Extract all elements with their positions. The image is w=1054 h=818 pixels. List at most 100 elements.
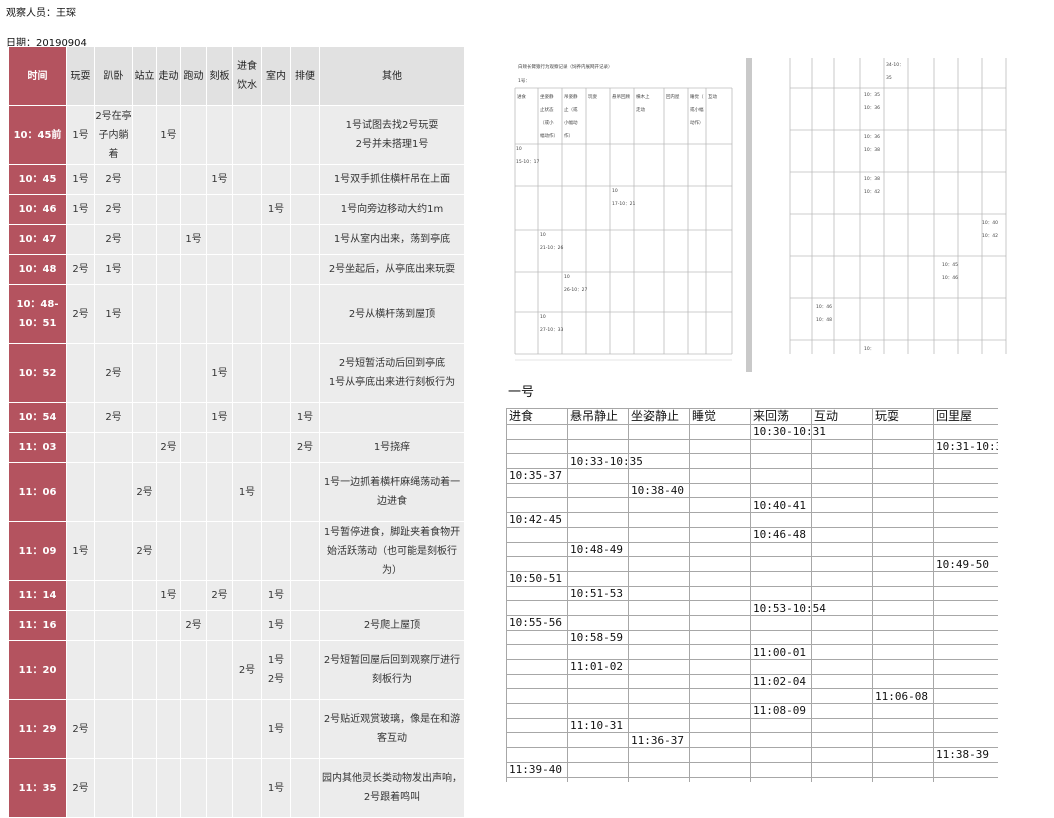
table-cell — [628, 659, 690, 675]
table-cell — [628, 424, 690, 440]
table-cell — [567, 776, 629, 782]
behavior-cell: 1号 — [156, 105, 181, 165]
behavior-cell: 1号 — [66, 164, 95, 195]
column-header: 进食 饮水 — [232, 46, 262, 106]
table-cell — [750, 541, 812, 558]
behavior-cell — [290, 758, 320, 818]
behavior-cell — [290, 580, 320, 611]
table-cell — [872, 629, 934, 646]
table-cell — [567, 644, 629, 660]
table-cell — [506, 644, 568, 660]
table-cell — [506, 541, 568, 558]
scan-entry: 34-10： — [886, 62, 904, 68]
behavior-cell — [156, 758, 181, 818]
table-cell — [872, 761, 934, 778]
behavior-cell — [180, 105, 207, 165]
yihao-table-wrap: 进食 悬吊静止 坐姿静止 睡觉 来回荡 互动 玩耍 回里屋 10:30-10:31 10:31-… — [506, 408, 998, 782]
scan-header: 止（或 — [564, 106, 578, 113]
behavior-cell: 1号 — [66, 194, 95, 225]
yihao-table: 进食 悬吊静止 坐姿静止 睡觉 来回荡 互动 玩耍 回里屋 10:30-10:31 10:31-… — [506, 408, 998, 782]
table-cell: 10:31-10:33 — [933, 438, 998, 455]
behavior-cell — [206, 105, 233, 165]
table-cell — [506, 497, 568, 514]
time-cell: 11：35 — [8, 758, 67, 818]
table-cell: 11:08-09 — [750, 703, 812, 719]
behavior-cell: 2号 — [66, 758, 95, 818]
time-cell: 11：06 — [8, 462, 67, 522]
table-cell: 11:39-40 — [506, 761, 568, 778]
table-cell — [506, 424, 568, 440]
scan-entry: 10 — [612, 188, 618, 194]
behavior-cell — [180, 758, 207, 818]
table-cell — [872, 732, 934, 749]
behavior-cell: 1号 — [206, 164, 233, 195]
behavior-cell: 1号 — [206, 402, 233, 433]
other-cell: 1号向旁边移动大约1m — [319, 194, 465, 225]
observation-table: 时间 玩耍 趴卧 站立 走动 跑动 刻板 进食 饮水 室内 排便 其他 10：45前 1号 2号在亭子内躺… — [8, 46, 465, 818]
table-row: 10：52 2号 1号 2号短暂活动后回到亭底 1号从亭底出来进行刻板行为 — [8, 343, 465, 403]
behavior-cell: 2号 — [290, 432, 320, 463]
scan-entry: 10 — [564, 274, 570, 280]
table-row: 11：16 2号 1号 2号爬上屋顶 — [8, 610, 465, 641]
table-cell — [506, 482, 568, 499]
column-header: 悬吊静止 — [567, 408, 629, 425]
other-cell: 2号从横杆荡到屋顶 — [319, 284, 465, 344]
behavior-cell — [290, 254, 320, 285]
table-cell — [811, 776, 873, 782]
behavior-cell: 2号 — [66, 284, 95, 344]
table-cell — [628, 512, 690, 528]
column-header: 玩耍 — [66, 46, 95, 106]
table-cell: 10:38-40 — [628, 482, 690, 499]
table-cell — [933, 497, 998, 514]
scan-header: 作） — [564, 132, 573, 139]
behavior-cell — [232, 194, 262, 225]
behavior-cell — [156, 194, 181, 225]
table-row: 11：29 2号 1号 2号贴近观赏玻璃，像是在和游客互动 — [8, 699, 465, 759]
table-cell — [628, 688, 690, 705]
behavior-cell: 1号 — [261, 580, 291, 611]
table-cell — [933, 629, 998, 646]
scan-entry: 27-10：33 — [540, 327, 563, 333]
table-cell — [506, 673, 568, 690]
behavior-cell: 1号 — [94, 284, 133, 344]
table-row: 10:51-53 — [506, 585, 998, 602]
table-cell: 10:30-10:31 — [750, 424, 826, 440]
scan-entry: 10：42 — [982, 233, 998, 239]
time-cell: 11：29 — [8, 699, 67, 759]
table-cell — [811, 747, 873, 763]
scan-subject: 1号： — [518, 78, 530, 84]
behavior-cell — [66, 224, 95, 255]
table-cell — [872, 600, 934, 616]
behavior-cell — [94, 432, 133, 463]
scan-header: 走动 — [636, 106, 645, 113]
table-row: 10:58-59 — [506, 629, 998, 646]
table-cell — [811, 732, 873, 749]
scan-entry: 17-10：21 — [612, 201, 635, 207]
table-cell — [567, 468, 629, 484]
behavior-cell — [180, 432, 207, 463]
table-cell — [811, 482, 873, 499]
table-cell — [567, 424, 629, 440]
table-cell — [872, 747, 934, 763]
table-cell — [933, 424, 998, 440]
behavior-cell — [66, 610, 95, 641]
table-cell — [567, 703, 629, 719]
table-cell — [811, 556, 873, 572]
column-header: 排便 — [290, 46, 320, 106]
other-cell: 2号短暂活动后回到亭底 1号从亭底出来进行刻板行为 — [319, 343, 465, 403]
table-cell — [506, 438, 568, 455]
table-cell — [933, 468, 998, 484]
column-header: 互动 — [811, 408, 873, 425]
behavior-cell — [206, 521, 233, 581]
table-cell — [567, 614, 629, 631]
behavior-cell — [156, 462, 181, 522]
table-cell — [628, 673, 690, 690]
behavior-cell — [261, 224, 291, 255]
behavior-cell: 1号 — [261, 699, 291, 759]
table-row: 10：45前 1号 2号在亭子内躺着 1号 1号试图去找2号玩耍 2号并未搭理1号 — [8, 105, 465, 165]
behavior-cell: 1号 — [94, 254, 133, 285]
other-cell: 2号贴近观赏玻璃，像是在和游客互动 — [319, 699, 465, 759]
time-cell: 11：03 — [8, 432, 67, 463]
behavior-cell: 2号 — [94, 194, 133, 225]
behavior-cell — [290, 164, 320, 195]
